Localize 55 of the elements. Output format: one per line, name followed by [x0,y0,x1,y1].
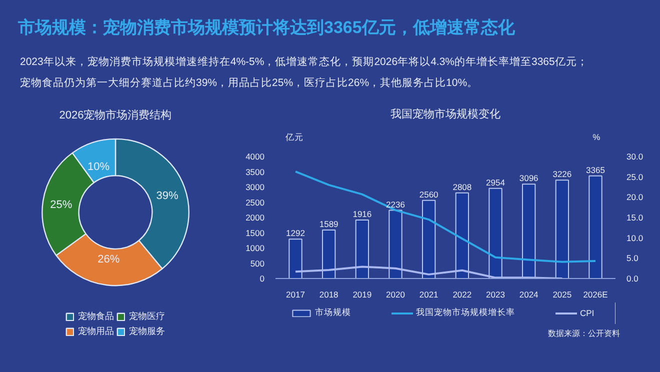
x-tick-label: 2026E [583,290,608,300]
y-tick-label: 3000 [246,182,265,192]
data-label: 26% [98,254,120,266]
data-label: 39% [156,190,178,202]
legend-label: 我国宠物市场规模增长率 [416,307,515,319]
x-tick-label: 2023 [486,290,506,300]
legend-label: 宠物用品 [78,325,114,338]
x-tick-label: 2021 [419,290,439,300]
y2-tick-label: 10.0 [626,232,644,243]
legend-label: CPI [580,308,596,318]
data-label: 10% [87,160,110,173]
y2-tick-label: 30.0 [626,152,644,162]
x-tick-label: 2025 [552,290,572,300]
text: 市场规模：宠物消费市场规模预计将达到3365亿元，低增速常态化 [18,17,515,39]
y-tick-label: 2500 [246,197,265,208]
text: 2023年以来，宠物消费市场规模增速维持在4%-5%，低增速常态化，预期2026年将以4.3%的年增长率增至3365亿元； [20,56,588,68]
data-label: 1589 [319,219,339,230]
x-tick-label: 2018 [319,290,339,300]
y-tick-label: 1000 [246,243,265,253]
y2-tick-label: 5.0 [626,253,639,264]
text: 宠物食品仍为第一大细分赛道占比约39%，用品占比25%，医疗占比26%，其他服务占比10%。 [20,77,478,89]
y-tick-label: 500 [250,258,265,268]
y-axis-title: 亿元 [284,132,304,142]
legend-label: 宠物医疗 [129,310,165,323]
legend-label: 市场规模 [315,307,351,319]
x-tick-label: 2019 [352,290,372,300]
x-tick-label: 2020 [386,290,406,300]
legend-label: 宠物服务 [129,325,165,338]
legend-label: 宠物食品 [78,310,114,323]
data-label: 2560 [419,189,439,200]
data-label: 2236 [386,199,406,210]
data-label: 1916 [352,209,372,220]
data-label: 3096 [519,173,539,184]
data-label: 3365 [586,164,606,175]
data-label: 1292 [286,228,306,238]
y-tick-label: 4000 [246,152,265,162]
x-tick-label: 2022 [452,290,472,300]
y2-tick-label: 20.0 [626,192,644,202]
y-tick-label: 2000 [246,212,265,222]
chart-title: 2026宠物市场消费结构 [59,108,172,122]
data-label: 25% [50,198,72,211]
data-label: 3226 [552,169,572,180]
chart-title: 我国宠物市场规模变化 [390,107,500,120]
source-note: 数据来源：公开资料 [548,328,620,340]
y-tick-label: 0 [260,274,265,284]
y2-axis-title: % [592,132,601,142]
data-label: 2954 [486,177,506,188]
data-label: 2808 [452,182,472,192]
y2-tick-label: 0.0 [626,274,639,284]
x-tick-label: 2024 [519,290,539,300]
y2-tick-label: 25.0 [626,172,644,182]
y-tick-label: 1500 [246,228,265,238]
y-tick-label: 3500 [246,166,265,177]
x-tick-label: 2017 [286,290,306,300]
y2-tick-label: 15.0 [626,212,644,222]
